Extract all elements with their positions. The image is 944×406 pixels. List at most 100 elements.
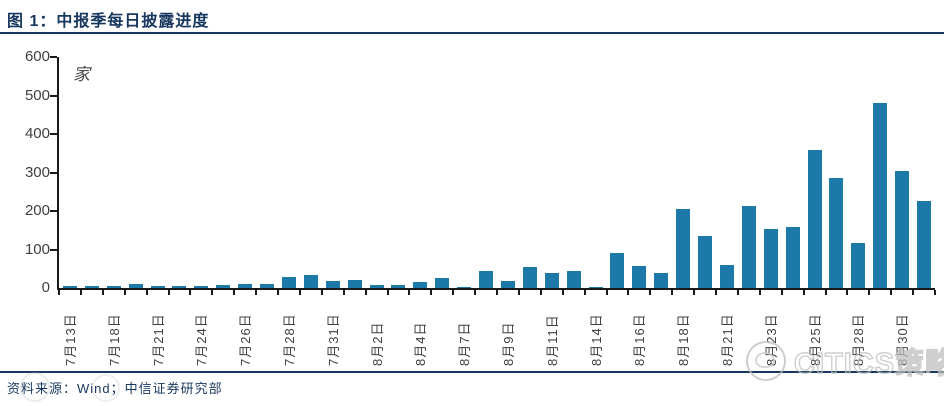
y-tick-label: 300 (24, 163, 50, 181)
x-tick-label: 8月28日 (851, 313, 867, 366)
bar (698, 236, 713, 288)
bar (106, 286, 121, 288)
x-tick-label: 8月14日 (588, 313, 604, 366)
bar (391, 284, 406, 288)
y-tick-label: 100 (24, 240, 50, 258)
bar (194, 286, 209, 288)
bar (676, 209, 691, 288)
bar-chart-plot-area (50, 56, 936, 295)
bar (741, 206, 756, 288)
x-axis-tick (58, 290, 60, 295)
bar (84, 286, 99, 288)
x-axis-tick (364, 290, 367, 295)
x-axis-tick (649, 290, 652, 295)
bar (763, 229, 778, 288)
x-tick-label: 7月26日 (238, 313, 254, 366)
x-axis-tick (430, 290, 433, 295)
x-axis-tick (101, 290, 104, 295)
x-tick-label: 7月18日 (106, 313, 122, 366)
bar (216, 284, 231, 288)
x-axis-tick (715, 290, 717, 295)
bar (719, 264, 734, 288)
bar (610, 253, 625, 288)
x-tick-label: 8月4日 (413, 321, 429, 366)
x-axis-tick (802, 290, 805, 295)
x-tick-label: 7月31日 (325, 313, 341, 366)
bar (62, 286, 77, 288)
x-axis-tick (846, 290, 849, 295)
bar (281, 277, 296, 288)
x-axis-tick (671, 290, 674, 295)
bar (544, 273, 559, 288)
x-axis-tick (605, 290, 608, 295)
bar (873, 103, 888, 288)
x-axis-tick (934, 290, 936, 295)
x-tick-label: 8月18日 (676, 313, 692, 366)
source-note: 资料来源：Wind；中信证券研究部 (7, 381, 223, 396)
x-axis-tick (233, 290, 236, 295)
x-axis-tick (780, 290, 783, 295)
x-axis-tick (320, 290, 323, 295)
x-axis-tick (255, 290, 258, 295)
bar (632, 266, 647, 288)
y-tick-label: 500 (24, 86, 50, 104)
x-axis-tick (517, 290, 520, 295)
x-tick-label: 8月23日 (763, 313, 779, 366)
x-axis-tick (912, 290, 915, 295)
y-axis-tick (50, 210, 57, 212)
bar (566, 271, 581, 288)
bar (654, 273, 669, 288)
x-tick-label: 8月7日 (457, 321, 473, 366)
x-axis-tick (145, 290, 148, 295)
bar (785, 227, 800, 288)
x-axis-tick (167, 290, 170, 295)
bar (479, 270, 494, 288)
bar (500, 281, 515, 288)
bar (150, 286, 165, 288)
y-axis-tick (50, 94, 57, 97)
x-axis-tick (277, 290, 279, 295)
x-axis-tick (79, 290, 82, 295)
bar (172, 285, 187, 288)
bar (851, 242, 866, 288)
x-axis-tick (452, 290, 455, 295)
x-tick-label: 8月25日 (807, 313, 823, 366)
bar (260, 284, 275, 288)
bar (895, 170, 910, 288)
bar (457, 287, 472, 288)
bar (369, 285, 384, 288)
bar (347, 279, 362, 288)
x-axis-tick (189, 290, 192, 295)
x-tick-label: 8月2日 (369, 321, 385, 366)
x-axis-tick (693, 290, 696, 295)
x-axis-tick (868, 290, 871, 295)
bar (413, 282, 428, 288)
x-axis-tick (539, 290, 542, 295)
footer-divider-line (0, 371, 944, 373)
x-axis-tick (824, 290, 827, 295)
x-axis-tick (890, 290, 893, 295)
x-axis-tick (583, 290, 586, 295)
y-axis-tick (50, 133, 57, 135)
x-axis-tick (627, 290, 630, 295)
x-axis-tick (474, 290, 477, 295)
bar (128, 284, 143, 288)
x-axis-tick (408, 290, 411, 295)
x-axis-tick (758, 290, 761, 295)
x-tick-label: 8月9日 (500, 321, 516, 366)
title-divider-line (0, 32, 944, 34)
bar (238, 284, 253, 288)
y-axis-unit-label: 家 (73, 65, 90, 85)
x-axis-tick (211, 290, 214, 295)
bar (829, 177, 844, 288)
figure-title: 图 1：中报季每日披露进度 (7, 13, 210, 30)
y-tick-label: 0 (41, 279, 50, 296)
x-tick-label: 7月21日 (150, 313, 166, 366)
x-tick-label: 7月13日 (62, 313, 78, 366)
y-tick-label: 600 (24, 48, 50, 65)
bar (917, 201, 932, 288)
x-axis-tick (386, 290, 389, 295)
y-tick-label: 400 (24, 125, 50, 142)
x-axis-tick (342, 290, 345, 295)
x-tick-label: 8月11日 (544, 314, 560, 366)
